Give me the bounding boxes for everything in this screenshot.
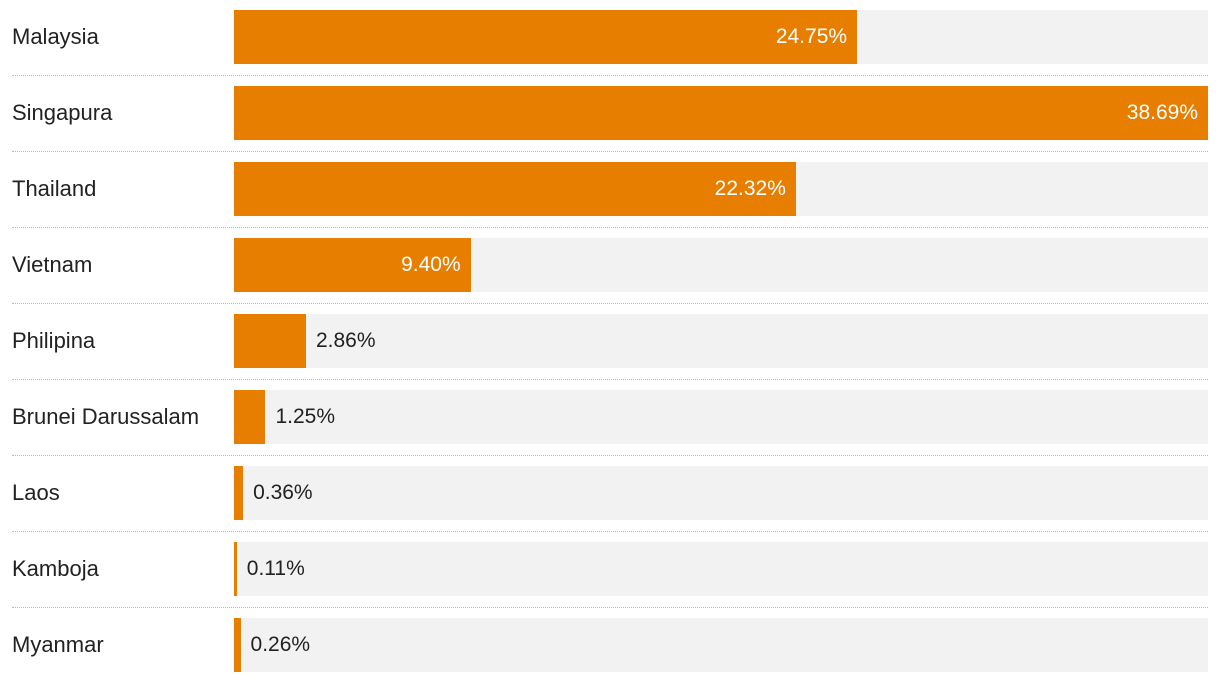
value-label: 22.32% [714,177,786,200]
category-label: Philipina [12,328,96,353]
row-divider [12,75,1208,76]
category-label: Thailand [12,176,97,201]
bar-track: 2.86% [234,314,1208,368]
bar-track: 24.75% [234,10,1208,64]
bar-row-laos: Laos 0.36% [12,466,1208,520]
row-divider [12,455,1208,456]
row-divider [12,151,1208,152]
bar-row-kamboja: Kamboja 0.11% [12,542,1208,596]
bar-track: 9.40% [234,238,1208,292]
value-label: 0.36% [253,481,313,504]
value-label: 2.86% [315,329,376,352]
category-label: Laos [12,480,60,505]
category-label: Singapura [12,100,113,125]
row-divider [12,227,1208,228]
bar-track: 22.32% [234,162,1208,216]
bar [234,466,244,520]
bar [234,542,237,596]
bar-row-vietnam: Vietnam 9.40% [12,238,1208,292]
value-label: 0.26% [250,633,311,656]
bar [234,10,858,64]
value-label: 0.11% [246,557,305,580]
bar [234,238,471,292]
bar [234,86,1208,140]
row-divider [12,531,1208,532]
bar-row-singapura: Singapura 38.69% [12,86,1208,140]
value-label: 1.25% [275,405,335,428]
bar [234,618,241,672]
bar-row-malaysia: Malaysia 24.75% [12,10,1208,64]
value-label: 24.75% [775,25,848,48]
bar [234,390,266,444]
bar-track: 1.25% [234,390,1208,444]
bar-track: 0.26% [234,618,1208,672]
bar-row-thailand: Thailand 22.32% [12,162,1208,216]
bar [234,314,306,368]
category-label: Malaysia [12,24,99,49]
bar-row-brunei-darussalam: Brunei Darussalam 1.25% [12,390,1208,444]
row-divider [12,379,1208,380]
bar-row-philipina: Philipina 2.86% [12,314,1208,368]
bar [234,162,796,216]
category-label: Myanmar [12,632,104,657]
bar-track: 0.36% [234,466,1208,520]
value-label: 38.69% [1126,101,1198,124]
bar-row-myanmar: Myanmar 0.26% [12,618,1208,672]
bar-track: 38.69% [234,86,1208,140]
row-divider [12,303,1208,304]
row-divider [12,607,1208,608]
value-label: 9.40% [401,253,461,276]
category-label: Brunei Darussalam [12,404,200,429]
bar-track: 0.11% [234,542,1208,596]
category-label: Kamboja [12,556,99,581]
category-label: Vietnam [12,252,93,277]
